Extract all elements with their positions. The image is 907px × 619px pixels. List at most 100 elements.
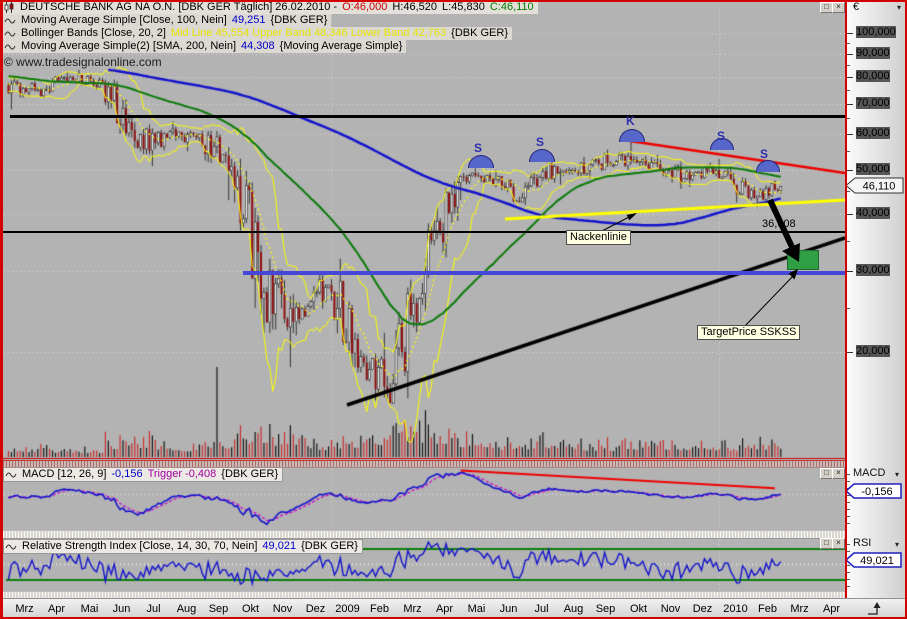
- price-tick: [847, 54, 853, 55]
- price-tick-label: 50,000: [856, 163, 890, 175]
- rsi-dropdown-icon[interactable]: ▾: [895, 540, 900, 549]
- target-pointer-arrow[interactable]: [740, 263, 804, 333]
- time-tick-label: Mai: [80, 603, 99, 615]
- panel-splitter-main-macd[interactable]: [0, 460, 845, 468]
- close-icon[interactable]: ×: [832, 2, 845, 13]
- macd-tick: [847, 481, 850, 482]
- legend-sma200-row[interactable]: Moving Average Simple(2) [SMA, 200, Nein…: [3, 40, 407, 53]
- price-axis[interactable]: € ▾ 100,000 90,000 80,000 70,000 60,000 50,00…: [847, 0, 905, 598]
- time-tick-label: Sep: [595, 603, 616, 615]
- time-tick-label: Apr: [435, 603, 454, 615]
- rsi-name: Relative Strength Index [Close, 14, 30, …: [22, 540, 258, 552]
- rsi-value-badge: 49,021: [845, 552, 902, 568]
- rsi-tick: [847, 551, 850, 552]
- frame-top: [0, 0, 907, 2]
- wave-icon: [4, 18, 16, 23]
- rsi-tick: [847, 572, 850, 573]
- shoulder-label: S: [474, 141, 483, 155]
- time-tick-label: Jul: [146, 603, 161, 615]
- macd-tick: [847, 523, 850, 524]
- frame-right: [905, 0, 907, 619]
- legend-sma100-row[interactable]: Moving Average Simple [Close, 100, Nein]…: [3, 14, 332, 27]
- wave-icon: [4, 44, 16, 49]
- currency-label: €: [853, 1, 860, 13]
- shoulder-label: S: [717, 129, 726, 143]
- time-tick-label: Aug: [563, 603, 584, 615]
- breakdown-arrow[interactable]: [758, 193, 810, 271]
- price-tick: [847, 134, 853, 135]
- price-tick-label: 100,000: [856, 26, 896, 38]
- rsi-value: 49,021: [262, 540, 297, 552]
- shoulder-label: S: [536, 135, 545, 149]
- pan-arrow-icon[interactable]: [866, 601, 882, 616]
- target-price-label[interactable]: TargetPrice SSKSS: [697, 325, 801, 340]
- rsi-tick: [847, 586, 850, 587]
- time-tick-label: Okt: [629, 603, 648, 615]
- level-36608-line[interactable]: [0, 231, 845, 233]
- price-tick-label: 40,000: [856, 207, 890, 219]
- frame-bottom: [0, 617, 907, 619]
- macd-tick: [847, 516, 850, 517]
- sma200-name: Moving Average Simple(2) [SMA, 200, Nein…: [21, 40, 237, 52]
- time-axis[interactable]: Mrz Apr Mai Jun Jul Aug Sep Okt Nov Dez 2009 Feb Mrz…: [0, 598, 905, 619]
- price-tick: [847, 170, 853, 171]
- time-tick-label: 2010: [723, 603, 748, 615]
- rsi-scope: {DBK GER}: [301, 540, 358, 552]
- time-tick-label: Feb: [370, 603, 389, 615]
- macd-dropdown-icon[interactable]: ▾: [895, 470, 900, 479]
- macd-tick: [847, 495, 850, 496]
- time-tick-label: 2009: [335, 603, 360, 615]
- time-tick-label: Sep: [208, 603, 229, 615]
- price-tick: [847, 214, 853, 215]
- resistance-line[interactable]: [10, 114, 845, 118]
- wave-icon: [4, 31, 16, 36]
- sma100-name: Moving Average Simple [Close, 100, Nein]: [21, 14, 227, 26]
- last-price-badge: 46,110: [845, 177, 904, 194]
- macd-tick: [847, 509, 850, 510]
- price-tick: [847, 104, 853, 105]
- sma100-scope: {DBK GER}: [270, 14, 328, 26]
- macd-scope: {DBK GER}: [221, 468, 279, 480]
- price-tick-label: 20,000: [856, 345, 890, 357]
- time-tick-label: Mrz: [403, 603, 422, 615]
- panel-splitter-macd-rsi[interactable]: [0, 530, 845, 539]
- price-tick-label: 90,000: [856, 47, 890, 59]
- time-tick-label: Feb: [758, 603, 777, 615]
- symbol-title: DEUTSCHE BANK AG NA O.N. [DBK GER Täglic…: [20, 1, 338, 13]
- sma200-value: 44,308: [241, 40, 275, 52]
- time-tick-label: Apr: [47, 603, 66, 615]
- price-minor-tick: [847, 90, 850, 91]
- wave-icon: [5, 544, 17, 549]
- macd-close-icon[interactable]: ×: [832, 468, 845, 479]
- shoulder-label: S: [760, 147, 769, 161]
- open-value: O:46,000: [342, 1, 388, 13]
- price-tick: [847, 352, 853, 353]
- bollinger-name: Bollinger Bands [Close, 20, 2]: [21, 27, 166, 39]
- rsi-close-icon[interactable]: ×: [832, 538, 845, 549]
- macd-name: MACD [12, 26, 9]: [22, 468, 107, 480]
- svg-text:-0,156: -0,156: [861, 486, 892, 498]
- time-tick-label: Jul: [534, 603, 549, 615]
- macd-legend-row[interactable]: MACD [12, 26, 9] -0,156 Trigger -0,408 {…: [3, 467, 284, 482]
- bollinger-values: Mid Line 45,554 Upper Band 48,346 Lower …: [170, 27, 447, 39]
- bollinger-scope: {DBK GER}: [451, 27, 508, 39]
- svg-text:46,110: 46,110: [863, 181, 896, 193]
- blue-support-line[interactable]: [243, 271, 845, 275]
- wave-icon: [5, 472, 17, 477]
- time-tick-label: Mrz: [15, 603, 34, 615]
- time-tick-label: Apr: [822, 603, 841, 615]
- time-tick-label: Aug: [176, 603, 197, 615]
- low-value: L:45,830: [442, 1, 485, 13]
- time-tick-label: Jun: [499, 603, 518, 615]
- legend-bollinger-row[interactable]: Bollinger Bands [Close, 20, 2] Mid Line …: [3, 27, 512, 40]
- axis-divider: [845, 0, 847, 598]
- time-tick-label: Dez: [305, 603, 326, 615]
- price-tick: [847, 271, 853, 272]
- rsi-tick: [847, 544, 850, 545]
- legend-symbol-row[interactable]: DEUTSCHE BANK AG NA O.N. [DBK GER Täglic…: [3, 1, 538, 14]
- neckline-label[interactable]: Nackenlinie: [566, 230, 631, 245]
- rsi-legend-row[interactable]: Relative Strength Index [Close, 14, 30, …: [3, 539, 363, 554]
- chart-canvas[interactable]: [0, 0, 845, 598]
- axis-dropdown-icon[interactable]: ▾: [897, 3, 902, 12]
